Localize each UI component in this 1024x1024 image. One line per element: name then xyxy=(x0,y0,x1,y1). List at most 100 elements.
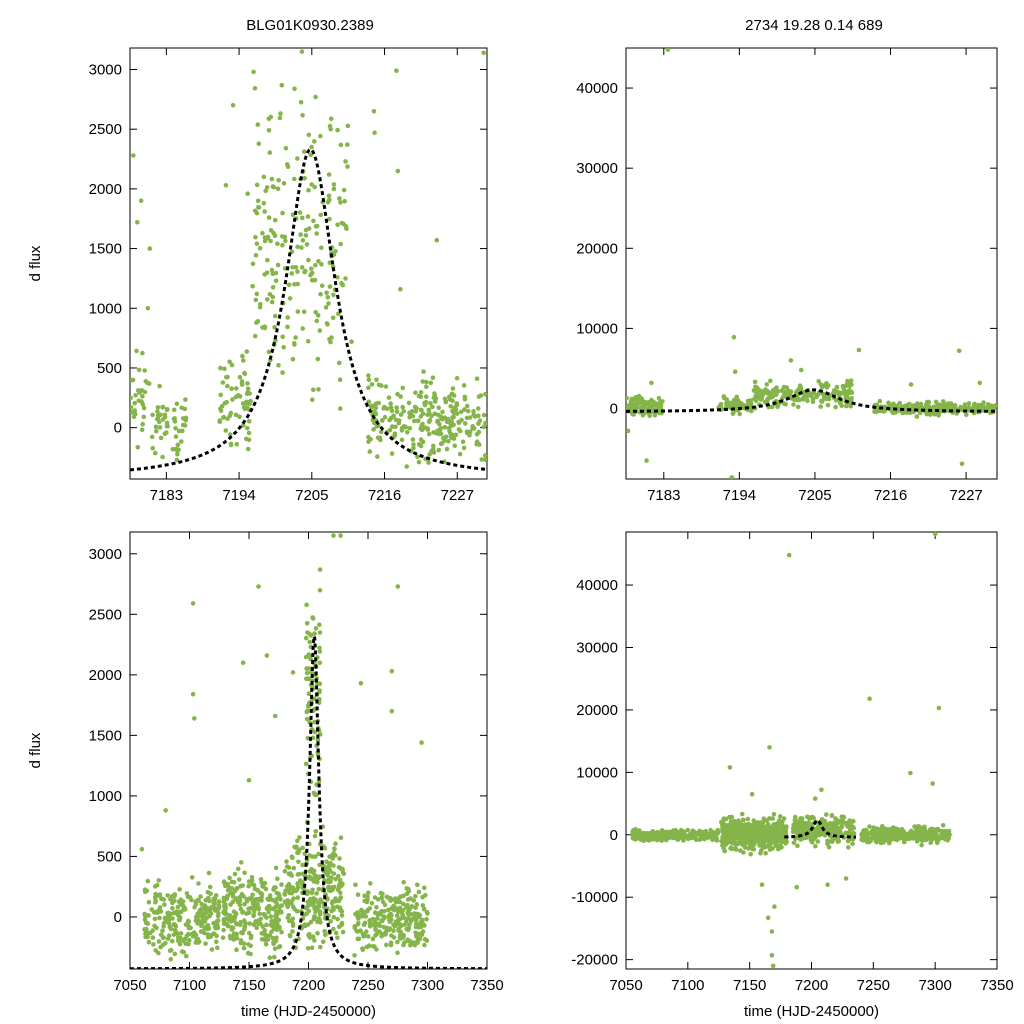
data-point xyxy=(229,362,235,368)
data-point xyxy=(312,904,317,909)
data-point xyxy=(353,911,358,917)
data-point xyxy=(175,442,181,448)
data-point xyxy=(332,846,337,851)
data-point xyxy=(179,949,185,954)
data-point xyxy=(933,399,939,405)
data-point xyxy=(774,389,779,394)
data-point xyxy=(157,915,162,921)
data-point xyxy=(316,851,321,857)
data-point xyxy=(474,432,480,437)
data-point xyxy=(262,209,268,214)
data-point xyxy=(211,931,216,936)
data-point xyxy=(158,435,164,441)
data-point xyxy=(280,370,285,375)
data-point xyxy=(415,940,420,945)
plot-frame xyxy=(625,531,998,970)
data-point xyxy=(135,220,140,225)
data-point xyxy=(774,385,779,390)
model-fit-curve xyxy=(626,388,997,413)
data-point xyxy=(418,437,424,442)
data-point xyxy=(921,826,926,831)
plot-frame xyxy=(129,47,488,480)
data-point xyxy=(688,833,694,839)
data-point xyxy=(336,873,341,879)
data-point xyxy=(135,388,141,393)
data-point xyxy=(246,910,252,916)
data-point xyxy=(481,412,487,418)
data-point xyxy=(273,938,279,944)
data-point xyxy=(827,821,833,826)
data-point xyxy=(162,902,167,907)
data-point xyxy=(424,384,429,390)
y-tick-label: 500 xyxy=(97,848,122,865)
data-point xyxy=(362,898,368,904)
y-tick-label: 2000 xyxy=(89,181,122,198)
data-point xyxy=(795,843,800,849)
data-point xyxy=(396,926,402,932)
data-point xyxy=(464,415,470,421)
data-point xyxy=(236,877,242,882)
data-point xyxy=(647,413,652,419)
data-point xyxy=(956,348,962,354)
data-point xyxy=(292,86,297,92)
data-point xyxy=(146,899,152,905)
data-point xyxy=(175,448,180,454)
data-point xyxy=(345,123,351,129)
data-point xyxy=(155,909,160,914)
data-point xyxy=(246,419,252,424)
data-point xyxy=(216,905,222,910)
data-point xyxy=(981,400,986,405)
data-point xyxy=(381,908,387,914)
data-point xyxy=(146,939,152,945)
data-point xyxy=(843,876,849,881)
data-point xyxy=(406,909,411,915)
data-point xyxy=(199,906,204,911)
data-point xyxy=(917,410,923,416)
data-point xyxy=(327,879,332,885)
y-tick-label: 2000 xyxy=(89,667,122,684)
data-point xyxy=(977,380,983,386)
data-point xyxy=(380,931,385,937)
data-point xyxy=(248,896,253,902)
scatter-series xyxy=(139,533,430,962)
data-point xyxy=(331,926,336,932)
data-point xyxy=(337,196,342,201)
data-point xyxy=(285,315,291,320)
data-point xyxy=(391,907,397,913)
data-point xyxy=(765,822,771,827)
data-point xyxy=(809,840,815,845)
data-point xyxy=(234,947,239,952)
data-point xyxy=(424,916,429,922)
data-point xyxy=(189,875,195,880)
data-point xyxy=(779,824,785,829)
data-point xyxy=(371,427,376,432)
data-point xyxy=(318,133,323,139)
data-point xyxy=(299,49,305,54)
data-point xyxy=(866,838,872,843)
data-point xyxy=(264,933,269,939)
data-point xyxy=(168,947,174,953)
data-point xyxy=(366,377,372,383)
data-point xyxy=(312,139,317,144)
data-point xyxy=(290,670,296,675)
data-point xyxy=(275,876,280,881)
data-point xyxy=(147,246,153,251)
data-point xyxy=(305,676,310,681)
data-point xyxy=(331,907,336,913)
data-point xyxy=(140,350,145,356)
data-point xyxy=(399,425,405,431)
data-point xyxy=(639,401,645,407)
data-point xyxy=(401,879,407,885)
data-point xyxy=(194,936,199,942)
data-point xyxy=(276,178,282,183)
data-point xyxy=(271,230,276,236)
data-point xyxy=(401,901,406,907)
data-point xyxy=(380,418,385,423)
data-point xyxy=(335,127,340,133)
data-point xyxy=(331,186,337,192)
data-point xyxy=(199,901,204,907)
data-point xyxy=(410,916,415,922)
data-point xyxy=(266,349,272,355)
data-point xyxy=(141,405,147,411)
data-point xyxy=(275,241,280,246)
